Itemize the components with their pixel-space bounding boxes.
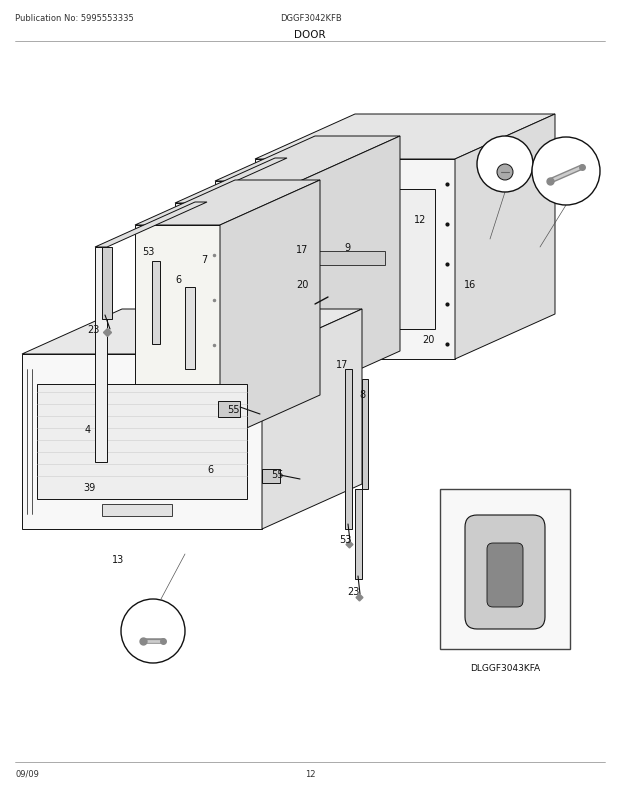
Polygon shape (37, 384, 247, 500)
Polygon shape (95, 248, 107, 463)
Polygon shape (152, 261, 160, 345)
Text: 39: 39 (83, 482, 95, 492)
Text: 18: 18 (455, 502, 467, 512)
FancyBboxPatch shape (465, 516, 545, 630)
Polygon shape (22, 354, 262, 529)
Text: Publication No: 5995553335: Publication No: 5995553335 (15, 14, 134, 23)
Polygon shape (215, 137, 400, 182)
Polygon shape (102, 248, 112, 320)
Text: 13: 13 (112, 554, 124, 565)
Text: 16: 16 (464, 280, 476, 290)
Text: 9: 9 (344, 243, 350, 253)
Polygon shape (175, 204, 187, 419)
Polygon shape (218, 402, 240, 418)
Polygon shape (135, 180, 320, 225)
Polygon shape (95, 203, 207, 248)
Text: 55: 55 (227, 404, 239, 415)
Text: 10: 10 (559, 149, 573, 159)
Circle shape (532, 138, 600, 206)
Text: 09/09: 09/09 (15, 769, 39, 778)
Text: DGGF3042KFB: DGGF3042KFB (280, 14, 342, 23)
Polygon shape (455, 115, 555, 359)
Text: 4: 4 (85, 424, 91, 435)
Polygon shape (255, 115, 555, 160)
Text: 55: 55 (271, 469, 283, 480)
Polygon shape (215, 182, 300, 396)
Text: DLGGF3043KFA: DLGGF3043KFA (470, 663, 540, 672)
Text: 12: 12 (414, 215, 426, 225)
Circle shape (497, 164, 513, 180)
Polygon shape (355, 489, 362, 579)
Circle shape (477, 137, 533, 192)
Text: 20: 20 (422, 334, 434, 345)
Polygon shape (102, 504, 172, 516)
Polygon shape (262, 310, 362, 529)
Polygon shape (345, 370, 352, 529)
Text: 7: 7 (201, 255, 207, 265)
Polygon shape (255, 160, 455, 359)
Polygon shape (135, 225, 220, 440)
Text: 53: 53 (142, 247, 154, 257)
FancyBboxPatch shape (487, 543, 523, 607)
Polygon shape (185, 288, 195, 370)
Polygon shape (440, 489, 570, 649)
Circle shape (121, 599, 185, 663)
Polygon shape (262, 469, 280, 484)
Text: 6: 6 (207, 464, 213, 475)
Text: DOOR: DOOR (294, 30, 326, 40)
Text: 17: 17 (336, 359, 348, 370)
Polygon shape (175, 159, 287, 204)
Text: 60B: 60B (138, 617, 157, 626)
Text: 10B: 10B (490, 150, 510, 160)
Text: 8: 8 (359, 390, 365, 399)
Text: 23: 23 (87, 325, 99, 334)
Polygon shape (275, 190, 435, 330)
Polygon shape (300, 137, 400, 396)
Text: 12: 12 (305, 769, 315, 778)
Polygon shape (362, 379, 368, 489)
Text: 53: 53 (339, 534, 351, 545)
Text: 6: 6 (175, 274, 181, 285)
Text: 17: 17 (296, 245, 308, 255)
Polygon shape (305, 252, 385, 265)
Polygon shape (22, 310, 362, 354)
Text: 23: 23 (347, 586, 359, 596)
Text: 20: 20 (296, 280, 308, 290)
Polygon shape (220, 180, 320, 440)
